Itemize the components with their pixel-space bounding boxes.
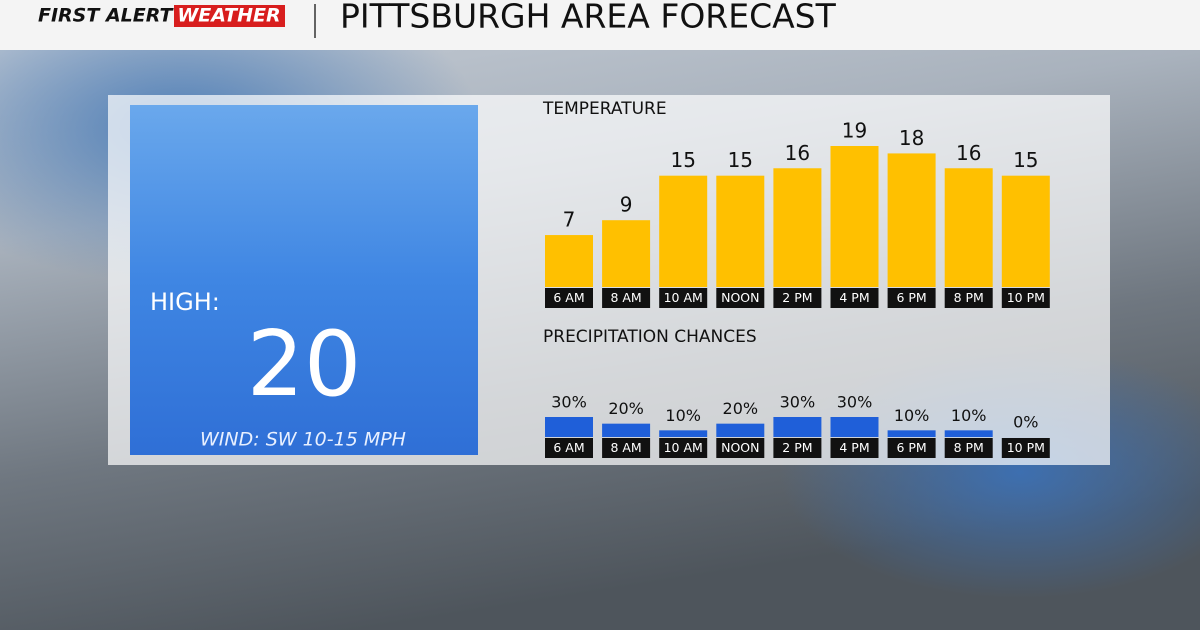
category-box — [830, 288, 879, 308]
category-box — [545, 288, 593, 308]
value-label: 15 — [670, 148, 695, 172]
category-label: 10 AM — [664, 290, 703, 305]
bar — [716, 423, 765, 437]
category-label: 8 PM — [954, 290, 984, 305]
wind: WIND: SW 10-15 MPH — [200, 429, 406, 451]
bar — [545, 235, 593, 287]
bar — [659, 430, 708, 437]
value-label: 10% — [665, 406, 701, 425]
bar — [659, 175, 708, 287]
category-box — [602, 288, 651, 308]
value-label: 30% — [780, 393, 816, 412]
category-label: 6 PM — [896, 440, 926, 455]
value-label: 0% — [1013, 413, 1038, 432]
category-box — [659, 438, 708, 458]
category-box — [716, 288, 765, 308]
high-value: 20 — [247, 312, 362, 417]
category-box — [773, 438, 822, 458]
category-label: 2 PM — [782, 290, 812, 305]
category-box — [659, 288, 708, 308]
bar — [602, 220, 651, 287]
category-box — [887, 438, 936, 458]
category-label: 8 AM — [610, 440, 641, 455]
category-box — [773, 288, 822, 308]
bar — [944, 430, 993, 437]
value-label: 30% — [551, 393, 587, 412]
category-label: 6 AM — [553, 290, 584, 305]
category-label: 6 PM — [896, 290, 926, 305]
value-label: 7 — [563, 208, 576, 232]
brand-first: FIRST ALERT — [38, 5, 175, 27]
category-box — [602, 438, 651, 458]
bar — [887, 153, 936, 287]
value-label: 20% — [723, 399, 759, 418]
category-label: 10 PM — [1007, 440, 1045, 455]
category-box — [944, 438, 993, 458]
value-label: 9 — [620, 193, 633, 217]
value-label: 19 — [842, 119, 867, 143]
bar — [716, 175, 765, 287]
category-label: NOON — [721, 290, 759, 305]
chart-title: PRECIPITATION CHANCES — [543, 327, 757, 347]
bar — [773, 417, 822, 437]
value-label: 16 — [785, 141, 810, 165]
category-label: 10 AM — [664, 440, 703, 455]
category-label: NOON — [721, 440, 759, 455]
bar — [602, 423, 651, 437]
value-label: 20% — [608, 399, 644, 418]
category-box — [887, 288, 936, 308]
category-label: 2 PM — [782, 440, 812, 455]
bar — [830, 146, 879, 287]
category-label: 8 AM — [610, 290, 641, 305]
category-box — [545, 438, 593, 458]
chart-title: TEMPERATURE — [542, 99, 667, 119]
header-title: PITTSBURGH AREA FORECAST — [340, 0, 837, 36]
brand-box — [174, 5, 285, 27]
value-label: 18 — [899, 126, 924, 150]
category-box — [944, 288, 993, 308]
category-box — [1001, 438, 1050, 458]
value-label: 15 — [728, 148, 753, 172]
category-box — [1001, 288, 1050, 308]
category-label: 4 PM — [839, 290, 869, 305]
category-box — [830, 438, 879, 458]
category-label: 8 PM — [954, 440, 984, 455]
value-label: 16 — [956, 141, 981, 165]
bar — [887, 430, 936, 437]
value-label: 10% — [894, 406, 930, 425]
value-label: 30% — [837, 393, 873, 412]
high-box — [130, 105, 478, 455]
bar — [944, 168, 993, 287]
category-box — [716, 438, 765, 458]
category-label: 10 PM — [1007, 290, 1045, 305]
bar — [545, 417, 593, 437]
bar — [773, 168, 822, 287]
category-label: 6 AM — [553, 440, 584, 455]
brand-second: WEATHER — [177, 5, 280, 27]
bar — [830, 417, 879, 437]
value-label: 15 — [1013, 148, 1038, 172]
value-label: 10% — [951, 406, 987, 425]
bar — [1001, 175, 1050, 287]
high-label: HIGH: — [150, 288, 220, 316]
category-label: 4 PM — [839, 440, 869, 455]
